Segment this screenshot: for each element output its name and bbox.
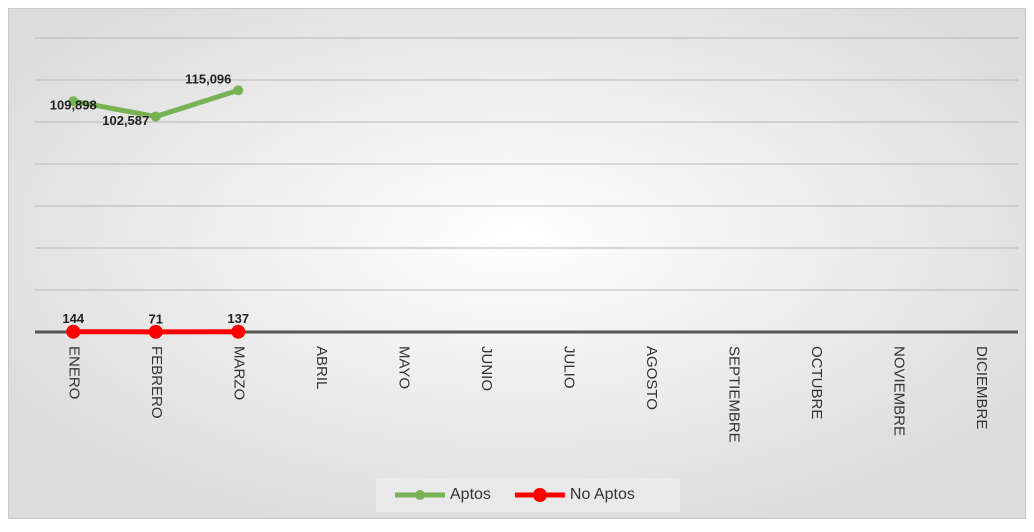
chart-area <box>9 9 1026 519</box>
x-tick-label: ENERO <box>65 346 82 399</box>
data-label: 115,096 <box>185 72 231 87</box>
point <box>151 112 161 122</box>
x-tick-label: AGOSTO <box>643 346 660 410</box>
x-tick-label: ABRIL <box>313 346 330 389</box>
data-label: 109,898 <box>50 98 97 113</box>
data-label: 144 <box>62 311 84 326</box>
legend-marker <box>533 488 547 502</box>
legend-label: Aptos <box>450 486 491 503</box>
x-tick-label: DICIEMBRE <box>973 346 990 429</box>
x-tick-label: OCTUBRE <box>808 346 825 419</box>
point <box>233 85 243 95</box>
x-tick-label: NOVIEMBRE <box>890 346 907 436</box>
x-tick-label: JULIO <box>560 346 577 389</box>
data-label: 71 <box>149 311 163 326</box>
point <box>149 325 163 339</box>
point <box>231 325 245 339</box>
x-tick-label: SEPTIEMBRE <box>725 346 742 443</box>
legend-marker <box>415 490 425 500</box>
data-label: 102,587 <box>102 113 149 128</box>
x-tick-label: JUNIO <box>478 346 495 391</box>
x-tick-label: MAYO <box>395 346 412 389</box>
x-tick-label: MARZO <box>230 346 247 400</box>
legend-label: No Aptos <box>570 486 635 503</box>
x-tick-label: FEBRERO <box>148 346 165 419</box>
point <box>66 325 80 339</box>
data-label: 137 <box>227 311 249 326</box>
